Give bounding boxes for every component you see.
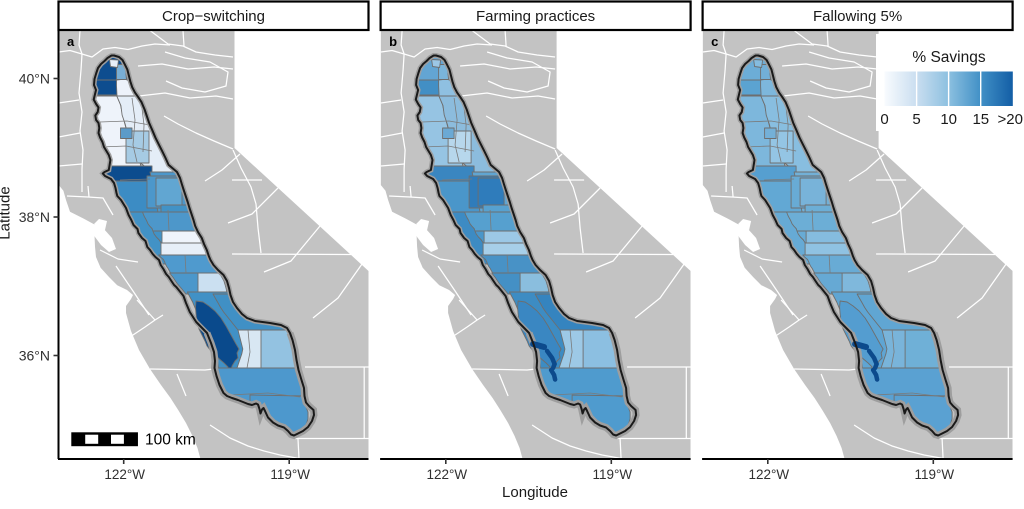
svg-text:119°W: 119°W — [592, 467, 632, 482]
svg-text:10: 10 — [940, 111, 957, 128]
svg-text:40°N: 40°N — [19, 71, 50, 87]
svg-text:c: c — [711, 34, 718, 49]
svg-text:100 km: 100 km — [145, 432, 196, 449]
svg-text:36°N: 36°N — [19, 348, 50, 364]
svg-text:Farming practices: Farming practices — [476, 8, 595, 25]
svg-text:119°W: 119°W — [270, 467, 310, 482]
svg-text:122°W: 122°W — [748, 467, 789, 482]
svg-text:>20: >20 — [998, 111, 1023, 128]
svg-text:% Savings: % Savings — [912, 49, 985, 66]
svg-text:a: a — [67, 34, 75, 49]
svg-text:15: 15 — [972, 111, 989, 128]
svg-text:0: 0 — [880, 111, 888, 128]
svg-text:122°W: 122°W — [104, 467, 145, 482]
svg-text:119°W: 119°W — [914, 467, 954, 482]
svg-text:122°W: 122°W — [426, 467, 467, 482]
svg-text:Longitude: Longitude — [502, 484, 568, 501]
svg-text:38°N: 38°N — [19, 209, 50, 225]
svg-text:5: 5 — [912, 111, 920, 128]
svg-text:Crop−switching: Crop−switching — [162, 8, 265, 25]
svg-text:Latitude: Latitude — [0, 186, 14, 239]
svg-text:Fallowing 5%: Fallowing 5% — [813, 8, 902, 25]
svg-text:b: b — [389, 34, 397, 49]
